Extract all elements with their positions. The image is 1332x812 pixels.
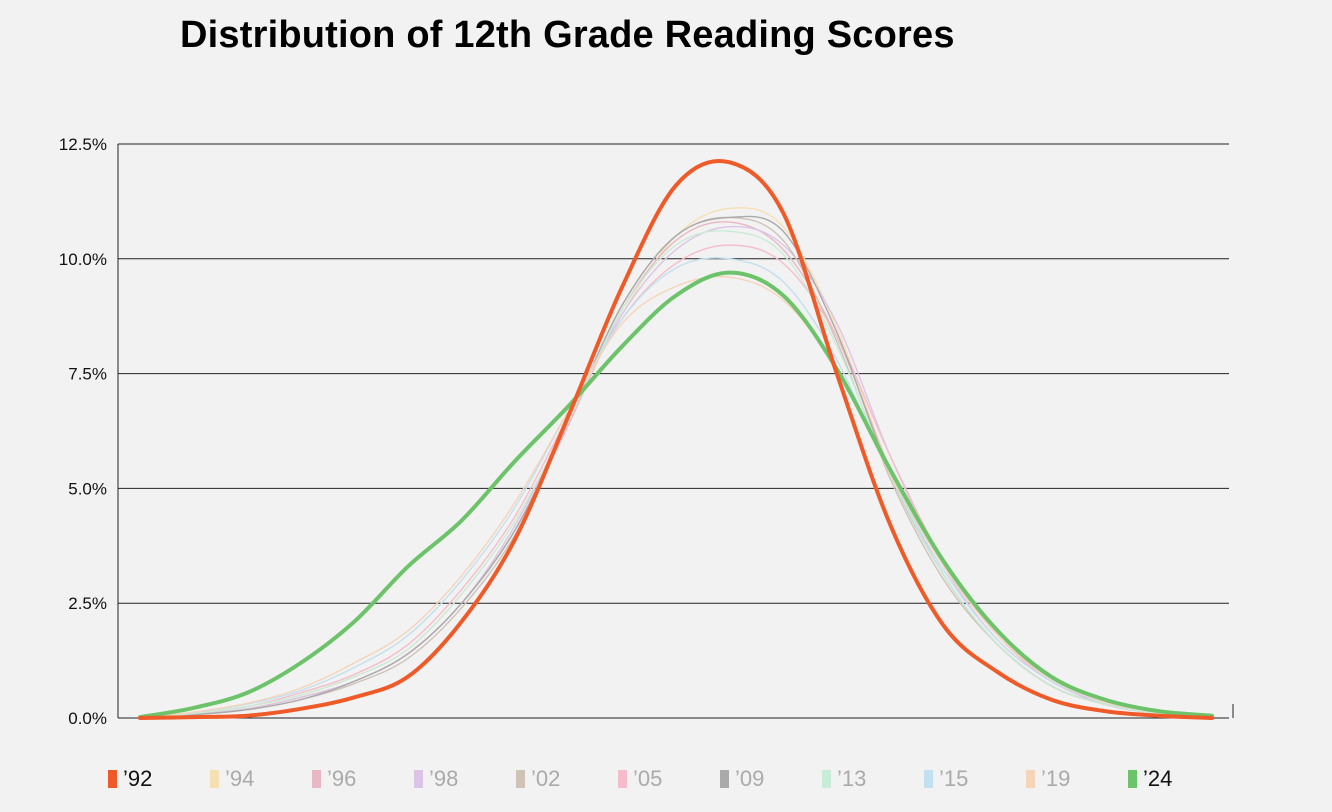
legend: ’92 ’94 ’96 ’98 ’02 ’05 ’09 ’13 ’15 ’19 ’24 — [108, 766, 1230, 792]
legend-swatch — [312, 770, 321, 788]
legend-label: ’15 — [939, 766, 969, 791]
y-tick-label: 10.0% — [59, 250, 107, 269]
legend-swatch — [414, 770, 423, 788]
series-line-15 — [139, 257, 1213, 719]
chart-title: Distribution of 12th Grade Reading Score… — [180, 14, 955, 56]
legend-swatch — [516, 770, 525, 788]
legend-label: ’05 — [633, 766, 663, 791]
legend-label: ’96 — [327, 766, 357, 791]
y-tick-label: 2.5% — [68, 594, 107, 613]
legend-item: ’09 — [720, 766, 822, 792]
legend-label: ’92 — [123, 766, 153, 791]
series-line-98 — [139, 225, 1213, 719]
legend-label: ’02 — [531, 766, 561, 791]
series-line-19 — [139, 275, 1213, 719]
y-tick-label: 0.0% — [68, 709, 107, 728]
series-line-09 — [139, 215, 1213, 719]
legend-item: ’94 — [210, 766, 312, 792]
legend-swatch — [720, 770, 729, 788]
series-line-05 — [139, 244, 1213, 719]
series-line-92 — [138, 159, 1214, 720]
legend-swatch — [822, 770, 831, 788]
legend-item: ’24 — [1128, 766, 1230, 792]
legend-label: ’94 — [225, 766, 255, 791]
legend-swatch — [108, 770, 117, 788]
series-line-02 — [139, 216, 1213, 719]
legend-item: ’15 — [924, 766, 1026, 792]
legend-item: ’98 — [414, 766, 516, 792]
y-tick-label: 5.0% — [68, 479, 107, 498]
legend-swatch — [210, 770, 219, 788]
legend-label: ’24 — [1143, 766, 1173, 791]
series-line-94 — [139, 207, 1213, 719]
legend-item: ’96 — [312, 766, 414, 792]
legend-swatch — [924, 770, 933, 788]
legend-item: ’05 — [618, 766, 720, 792]
legend-item: ’92 — [108, 766, 210, 792]
legend-label: ’09 — [735, 766, 765, 791]
legend-label: ’19 — [1041, 766, 1071, 791]
y-tick-label: 7.5% — [68, 365, 107, 384]
legend-label: ’98 — [429, 766, 459, 791]
legend-item: ’13 — [822, 766, 924, 792]
legend-swatch — [1128, 770, 1137, 788]
legend-item: ’19 — [1026, 766, 1128, 792]
legend-item: ’02 — [516, 766, 618, 792]
legend-swatch — [618, 770, 627, 788]
legend-label: ’13 — [837, 766, 867, 791]
series-line-24 — [138, 270, 1214, 720]
y-tick-label: 12.5% — [59, 135, 107, 154]
series-line-13 — [139, 230, 1213, 719]
legend-swatch — [1026, 770, 1035, 788]
